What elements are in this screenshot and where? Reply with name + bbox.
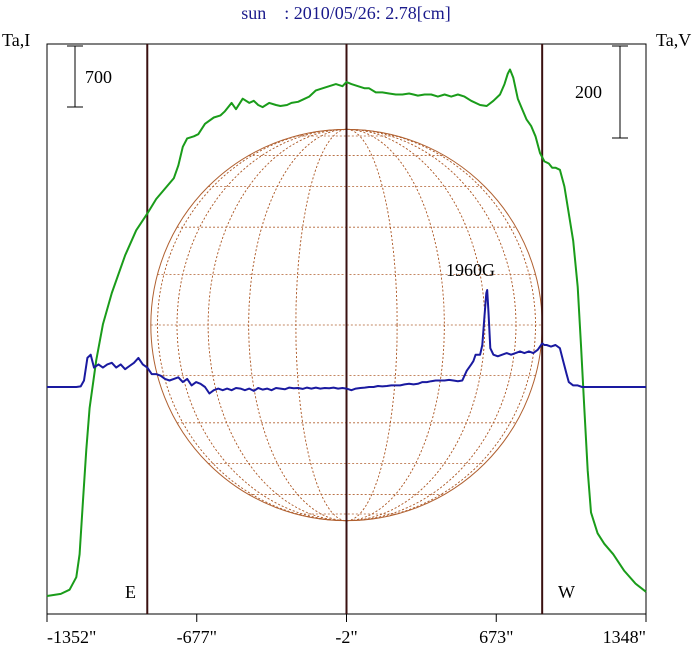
series-group — [46, 68, 647, 597]
x-tick-label: 1348" — [603, 627, 646, 647]
limb-label-east: E — [125, 582, 136, 602]
x-tick-label: -2" — [335, 627, 357, 647]
annotation-label: 1960G — [446, 260, 495, 280]
x-axis-ticks: -1352" -677" -2" 673" 1348" — [46, 614, 647, 647]
ylabel-left: Ta,I — [2, 30, 30, 50]
longitude-line — [157, 128, 536, 522]
chart-title: sun : 2010/05/26: 2.78[cm] — [241, 3, 451, 23]
longitude-line — [295, 128, 398, 522]
scale-left-label: 700 — [85, 67, 112, 87]
vertical-lines — [146, 44, 544, 614]
series-line — [46, 68, 647, 597]
series-line — [47, 289, 646, 395]
left-scale-bar — [67, 45, 83, 108]
x-tick-label: 673" — [479, 627, 513, 647]
x-tick-label: -1352" — [47, 627, 96, 647]
x-tick-label: -677" — [177, 627, 217, 647]
ylabel-right: Ta,V — [656, 30, 691, 50]
right-scale-bar — [612, 45, 628, 139]
scale-right-label: 200 — [575, 82, 602, 102]
limb-label-west: W — [558, 582, 575, 602]
